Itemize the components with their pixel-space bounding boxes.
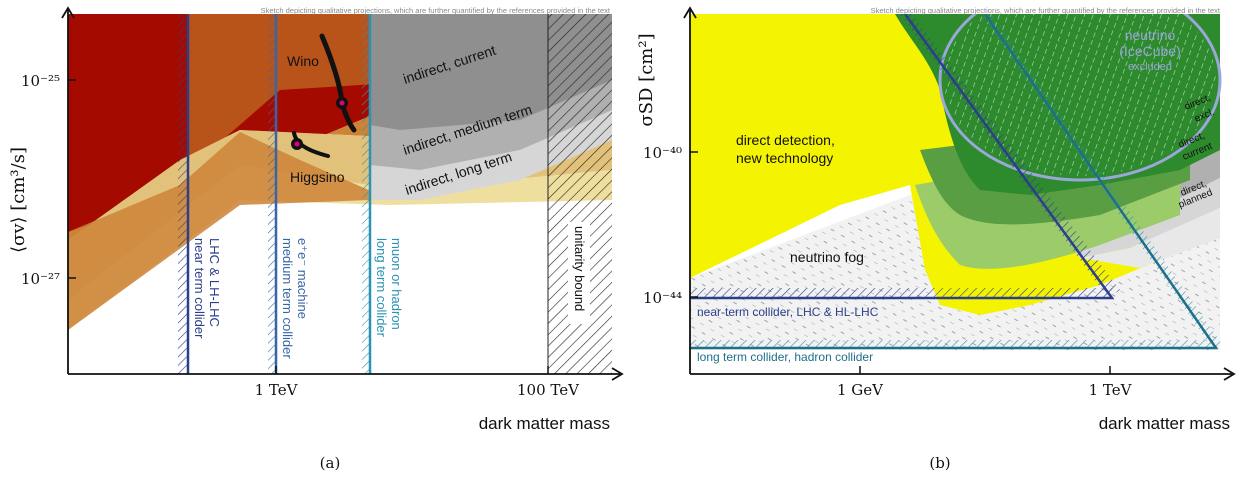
b-label-direct-new-tech-2: new technology [736, 150, 833, 166]
b-long-collider-hatch [690, 340, 1216, 348]
b-note: Sketch depicting qualitative projections… [871, 6, 1221, 15]
a-xtick-label-2: 100 TeV [517, 381, 580, 399]
b-y-axis-arrow [683, 6, 697, 19]
a-label-near-collider: near term collider LHC & LH-LHC [192, 238, 222, 339]
a-label-wino: Wino [287, 53, 319, 69]
b-label-icecube-1: neutrino [1125, 27, 1176, 43]
a-xlabel: dark matter mass [479, 414, 610, 433]
b-label-neutrino-fog: neutrino fog [790, 249, 864, 265]
a-caption: (a) [320, 454, 341, 472]
b-near-collider-outline [690, 14, 1115, 300]
a-label-medium-collider: medium term collider e⁺e⁻ machine [280, 238, 310, 359]
b-xtick-label-1: 1 GeV [837, 381, 884, 399]
b-ytick-label-2: 10⁻⁴⁴ [643, 289, 682, 307]
a-label-near-collider-line1: near term collider [192, 238, 207, 339]
a-higgsino-marker-dot [294, 141, 300, 147]
a-gray-light-band [370, 110, 612, 200]
panel-b [683, 6, 1236, 381]
b-gray-lighter-band [1080, 208, 1220, 268]
b-label-direct-new-tech-1: direct detection, [736, 132, 835, 148]
a-medium-collider-hatch [268, 14, 276, 374]
a-long-collider-hatch [362, 14, 370, 374]
a-wino-marker-dot [339, 100, 345, 106]
a-label-unitarity: unitarity bound [568, 222, 590, 324]
a-label-long-collider: long term collider muon or hadron [374, 238, 404, 338]
a-orange-low-region [68, 132, 380, 330]
b-caption: (b) [929, 454, 950, 472]
a-y-axis-arrow [61, 6, 75, 19]
a-label-medium-collider-line2: e⁺e⁻ machine [295, 238, 310, 319]
b-xtick-label-2: 1 TeV [1089, 381, 1133, 399]
panel-a [61, 6, 624, 381]
b-yellow-region [690, 14, 910, 278]
a-label-medium-collider-line1: medium term collider [280, 238, 295, 359]
panel-b-plot-area [690, 14, 1222, 350]
b-long-collider-outline [690, 14, 1219, 350]
b-ylabel: σSD [cm²] [636, 33, 657, 126]
b-label-excluded: excluded [1128, 61, 1172, 73]
a-gray-mid-band [370, 80, 612, 170]
b-x-axis-arrow [1223, 367, 1236, 381]
a-label-long-collider-line1: long term collider [374, 238, 389, 338]
a-ytick-label-2: 10⁻²⁷ [21, 270, 60, 288]
b-label-icecube-2: (IceCube) [1119, 43, 1180, 59]
b-xlabel: dark matter mass [1099, 414, 1230, 433]
a-ylabel: ⟨σv⟩ [cm³/s] [8, 147, 29, 253]
b-near-collider-hatch [690, 288, 1112, 298]
b-label-long-collider: long term collider, hadron collider [697, 350, 873, 364]
a-note: Sketch depicting qualitative projections… [261, 6, 611, 15]
a-label-long-collider-line2: muon or hadron [389, 238, 404, 330]
b-ytick-label-1: 10⁻⁴⁰ [643, 144, 682, 162]
a-label-near-collider-line2: LHC & LH-LHC [207, 238, 222, 327]
panel-a-plot-area [68, 14, 612, 374]
a-xtick-label-1: 1 TeV [255, 381, 299, 399]
a-label-unitarity-text: unitarity bound [572, 226, 587, 311]
a-ytick-label-1: 10⁻²⁵ [21, 72, 60, 90]
a-near-collider-hatch [178, 14, 188, 374]
a-label-higgsino: Higgsino [290, 169, 345, 185]
a-x-axis-arrow [611, 367, 624, 381]
b-label-near-collider: near-term collider, LHC & HL-LHC [697, 305, 879, 319]
a-higgsino-curve [292, 131, 330, 158]
